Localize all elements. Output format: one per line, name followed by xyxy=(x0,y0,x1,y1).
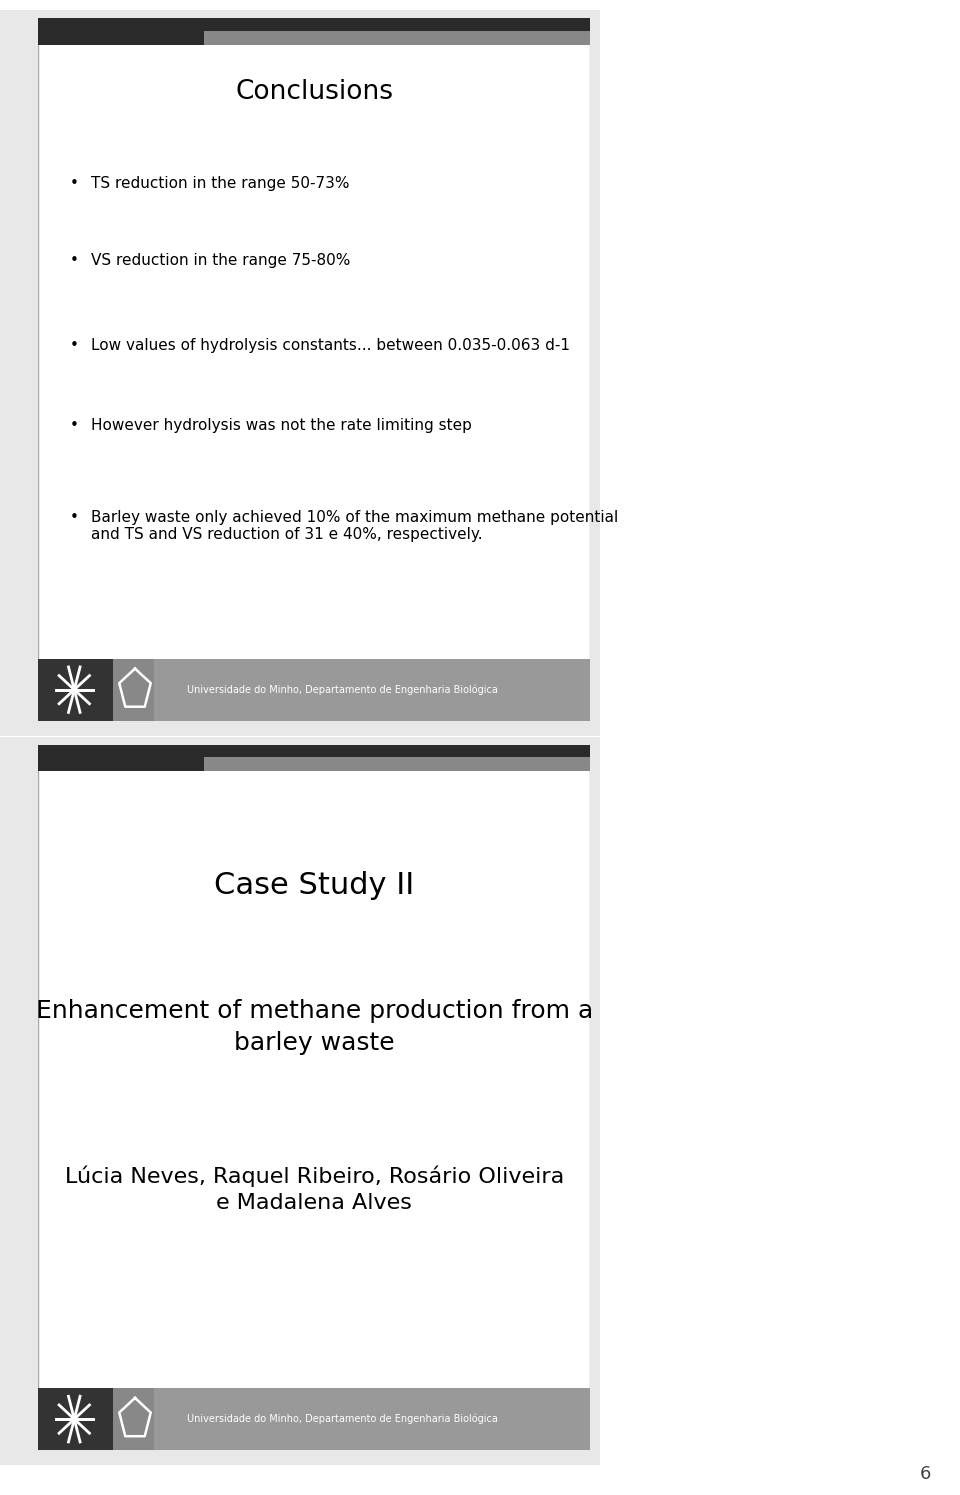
Text: Universidade do Minho, Departamento de Engenharia Biológica: Universidade do Minho, Departamento de E… xyxy=(186,685,497,695)
Text: However hydrolysis was not the rate limiting step: However hydrolysis was not the rate limi… xyxy=(91,419,471,434)
Text: Enhancement of methane production from a
barley waste: Enhancement of methane production from a… xyxy=(36,999,593,1054)
Bar xyxy=(113,1387,155,1450)
Bar xyxy=(113,659,155,721)
Text: •: • xyxy=(70,338,79,353)
Bar xyxy=(204,30,590,45)
Bar xyxy=(38,659,113,721)
Text: TS reduction in the range 50-73%: TS reduction in the range 50-73% xyxy=(91,176,349,191)
Bar xyxy=(38,659,590,721)
Text: 6: 6 xyxy=(920,1465,931,1483)
Text: •: • xyxy=(70,253,79,268)
Text: •: • xyxy=(70,176,79,191)
Text: Barley waste only achieved 10% of the maximum methane potential
and TS and VS re: Barley waste only achieved 10% of the ma… xyxy=(91,510,618,543)
Bar xyxy=(204,756,590,771)
Bar xyxy=(38,1387,590,1450)
Text: Low values of hydrolysis constants... between 0.035-0.063 d-1: Low values of hydrolysis constants... be… xyxy=(91,338,570,353)
Text: Lúcia Neves, Raquel Ribeiro, Rosário Oliveira
e Madalena Alves: Lúcia Neves, Raquel Ribeiro, Rosário Oli… xyxy=(64,1165,564,1212)
Bar xyxy=(38,745,590,771)
Bar xyxy=(38,1387,113,1450)
Text: Universidade do Minho, Departamento de Engenharia Biológica: Universidade do Minho, Departamento de E… xyxy=(186,1414,497,1425)
Text: VS reduction in the range 75-80%: VS reduction in the range 75-80% xyxy=(91,253,350,268)
Text: •: • xyxy=(70,419,79,434)
Text: Case Study II: Case Study II xyxy=(214,872,415,900)
Text: •: • xyxy=(70,510,79,525)
Bar xyxy=(38,18,590,45)
Text: Conclusions: Conclusions xyxy=(235,79,394,105)
